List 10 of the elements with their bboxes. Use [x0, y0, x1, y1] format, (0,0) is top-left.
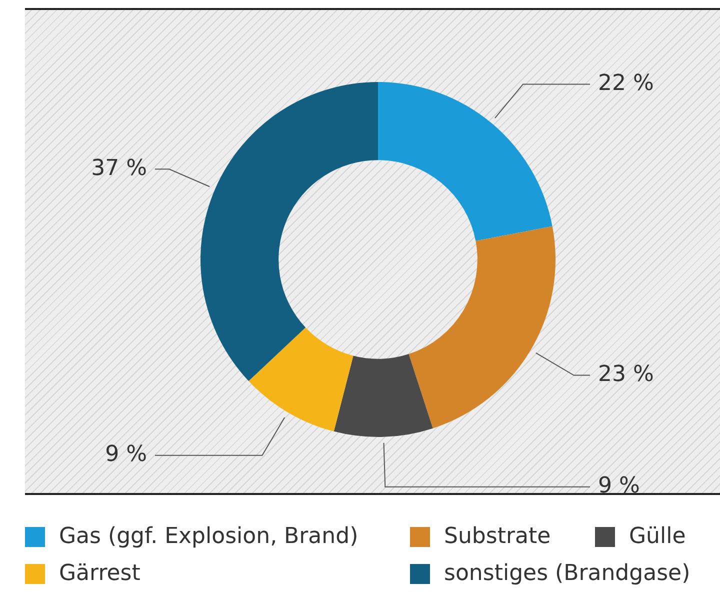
legend-label: Substrate [444, 524, 551, 549]
data-label: 23 % [598, 362, 654, 388]
legend-label: Gülle [629, 524, 686, 549]
legend-label: Gärrest [59, 561, 140, 586]
data-label: 9 % [598, 474, 640, 499]
data-label: 37 % [91, 156, 147, 181]
data-label: 9 % [105, 442, 147, 468]
data-label: 22 % [598, 70, 654, 96]
legend-label: Gas (ggf. Explosion, Brand) [59, 524, 358, 549]
legend-label: sonstiges (Brandgase) [444, 561, 690, 586]
